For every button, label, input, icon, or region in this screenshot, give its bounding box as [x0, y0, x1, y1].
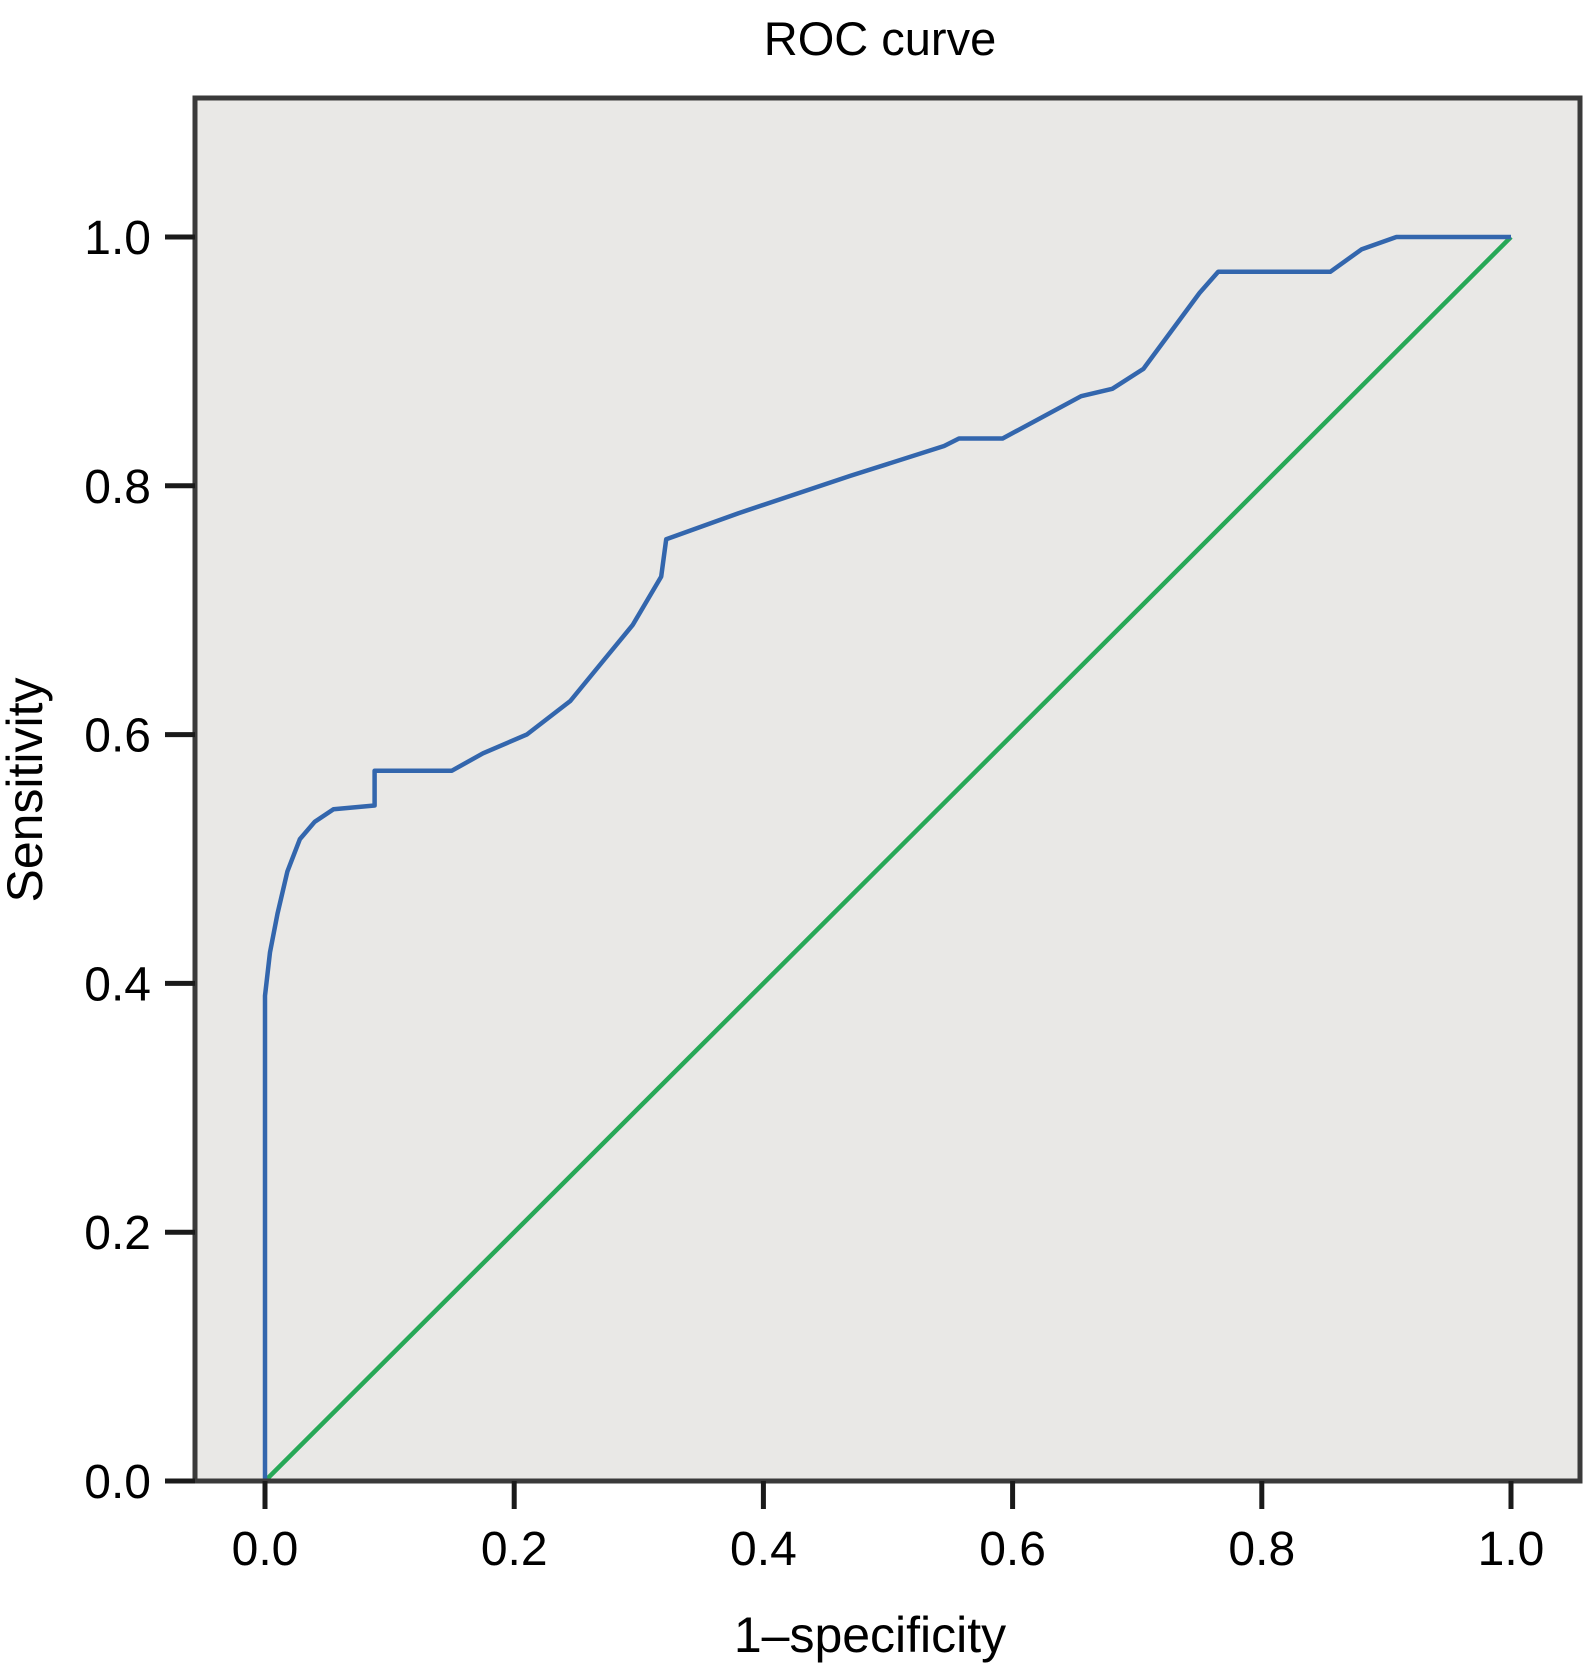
- y-tick-label: 0.0: [84, 1456, 151, 1509]
- x-tick-label: 0.2: [481, 1523, 548, 1576]
- roc-curve-line: [262, 234, 1511, 1481]
- x-tick-label: 1.0: [1478, 1523, 1545, 1576]
- plot-frame: [192, 95, 1583, 1484]
- y-axis-label: Sensitivity: [0, 677, 53, 902]
- y-tick-label: 0.4: [84, 958, 151, 1011]
- x-tick-label: 0.4: [730, 1523, 797, 1576]
- y-tick-label: 1.0: [84, 212, 151, 265]
- y-tick-label: 0.2: [84, 1207, 151, 1260]
- plot-background: [195, 98, 1580, 1481]
- x-tick-label: 0.6: [979, 1523, 1046, 1576]
- reference-line-line: [263, 235, 1513, 1483]
- y-tick-label: 0.6: [84, 710, 151, 763]
- x-tick-label: 0.8: [1228, 1523, 1295, 1576]
- y-tick-label: 0.8: [84, 461, 151, 514]
- x-tick-label: 0.0: [232, 1523, 299, 1576]
- series-layer: [262, 234, 1513, 1483]
- x-axis-label: 1–specificity: [734, 1607, 1006, 1663]
- ticks-layer: 0.0 0.2 0.4 0.6 0.8 1.0 0.0 0.2 0.4 0.6 0.8 1.0: [84, 212, 1544, 1576]
- chart-title: ROC curve: [764, 12, 996, 65]
